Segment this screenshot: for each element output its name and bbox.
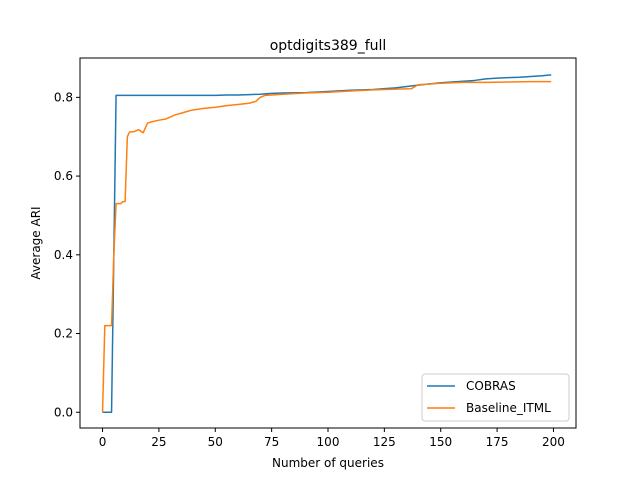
legend-box — [421, 373, 570, 422]
legend: COBRAS Baseline_ITML — [421, 373, 570, 422]
x-tick-label: 25 — [151, 435, 166, 449]
series-line-baseline-itml — [101, 80, 552, 413]
x-tick-label: 200 — [542, 435, 565, 449]
chart-title: optdigits389_full — [270, 38, 387, 54]
x-axis-label: Number of queries — [272, 456, 384, 470]
x-tick-label: 0 — [99, 435, 107, 449]
y-tick-label: 0.0 — [54, 405, 73, 419]
plot-area: 0 25 50 75 100 125 150 175 200 0.0 0.2 0.4 0.6 0.8 — [54, 57, 577, 449]
y-tick-label: 0.2 — [54, 327, 73, 341]
x-axis-ticks: 0 25 50 75 100 125 150 175 200 — [99, 428, 565, 449]
x-tick-label: 125 — [373, 435, 396, 449]
legend-label-baseline-itml: Baseline_ITML — [466, 401, 551, 415]
y-tick-label: 0.8 — [54, 90, 73, 104]
legend-label-cobras: COBRAS — [466, 379, 516, 393]
x-tick-label: 175 — [486, 435, 509, 449]
x-tick-label: 50 — [208, 435, 223, 449]
y-tick-label: 0.4 — [54, 248, 73, 262]
y-axis-label: Average ARI — [29, 206, 43, 279]
x-tick-label: 100 — [317, 435, 340, 449]
y-axis-ticks: 0.0 0.2 0.4 0.6 0.8 — [54, 90, 80, 419]
x-tick-label: 150 — [429, 435, 452, 449]
x-tick-label: 75 — [264, 435, 279, 449]
y-tick-label: 0.6 — [54, 169, 73, 183]
series-layer — [101, 74, 552, 414]
series-line-cobras — [102, 74, 552, 414]
